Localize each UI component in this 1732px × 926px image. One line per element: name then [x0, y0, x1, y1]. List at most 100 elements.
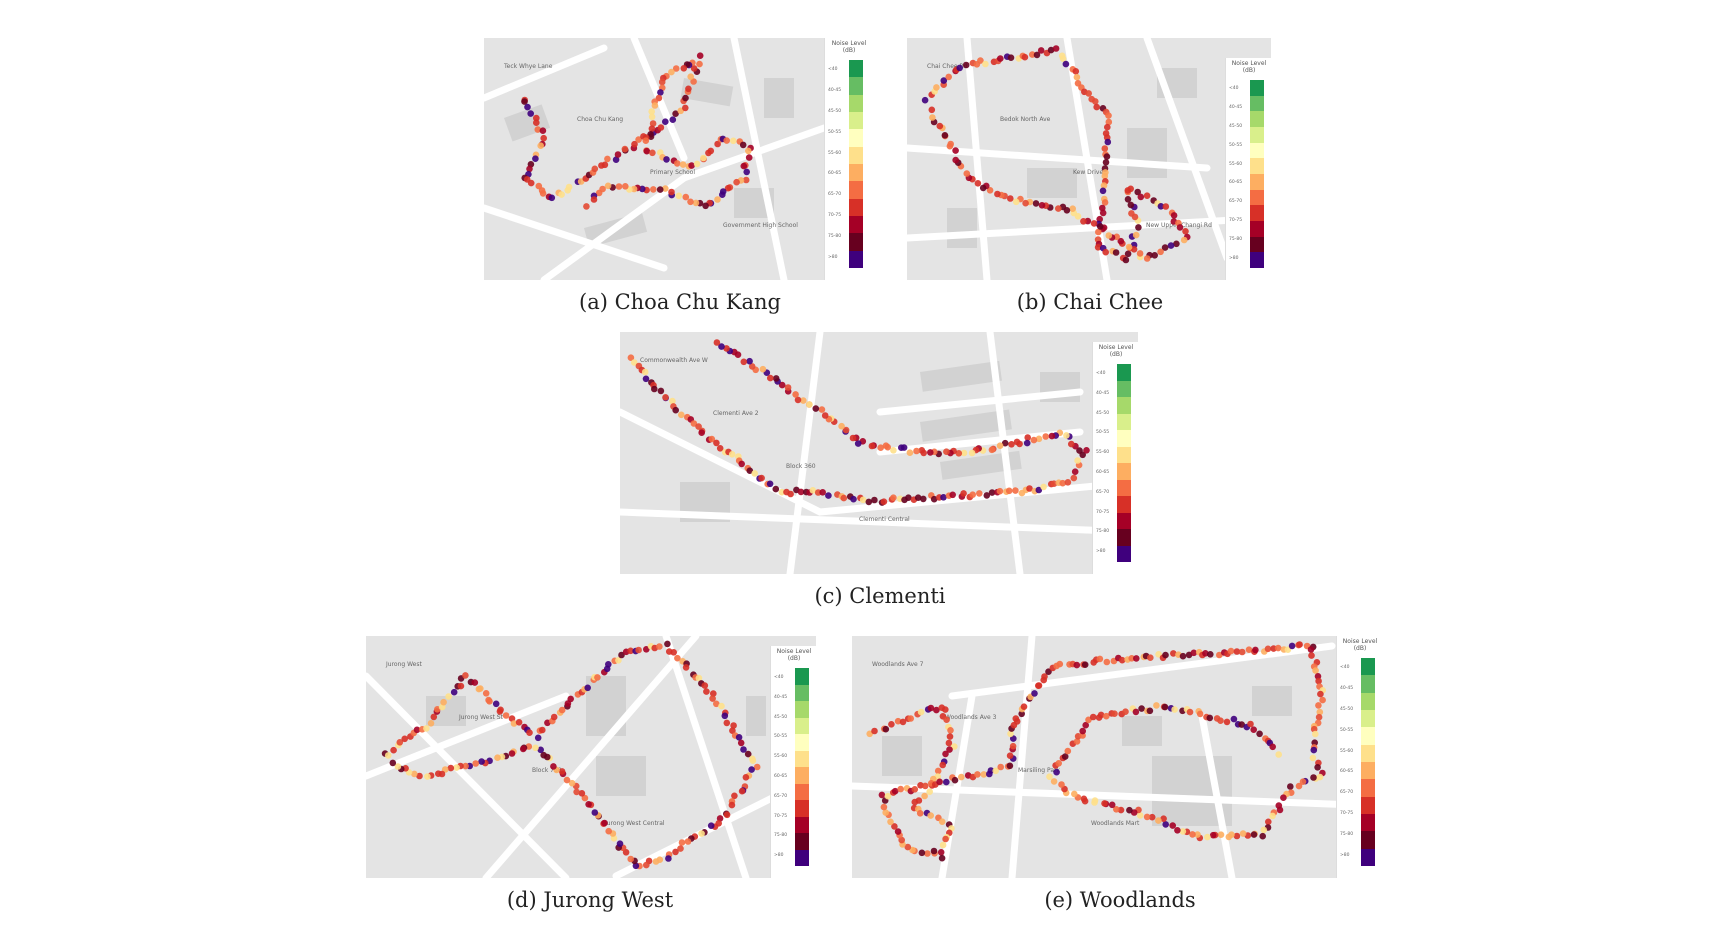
map-street-label: Kew Drive [1073, 169, 1103, 176]
noise-sample-dot [581, 794, 589, 802]
noise-sample-dot [1260, 826, 1268, 834]
noise-sample-dot [738, 460, 745, 468]
map-street-label: Commonwealth Ave W [640, 357, 708, 364]
noise-sample-dot [643, 861, 650, 869]
noise-sample-dot [1256, 730, 1263, 738]
noise-sample-dot [684, 838, 692, 845]
noise-sample-dot [698, 830, 705, 837]
noise-sample-dot [940, 77, 948, 84]
noise-sample-dot [933, 706, 940, 714]
noise-sample-dot [1090, 220, 1098, 227]
legend-swatch [795, 684, 809, 701]
map-panel-woodlands: Woodlands Ave 7 Woodlands Ave 3 Marsiling … [852, 636, 1382, 878]
noise-sample-dot [1316, 708, 1324, 716]
noise-sample-dot [1259, 832, 1266, 840]
noise-sample-dot [648, 108, 655, 115]
noise-sample-dot [1287, 783, 1294, 790]
road [482, 636, 700, 878]
noise-sample-dot [907, 715, 914, 722]
noise-sample-dot [1157, 203, 1165, 210]
noise-sample-dot [550, 763, 557, 770]
legend-tick-label: 70-75 [1229, 218, 1243, 223]
map-street-label: Clementi Ave 2 [713, 410, 759, 417]
noise-sample-dot [616, 840, 624, 847]
noise-sample-dot [983, 492, 991, 499]
map-street-label: Bedok North Ave [1000, 116, 1051, 123]
noise-sample-dot [1207, 651, 1214, 658]
legend-title: Noise Level (dB) [831, 40, 867, 54]
legend-tick-label: 70-75 [774, 813, 788, 819]
noise-sample-dot [1189, 831, 1196, 838]
road [1198, 712, 1236, 878]
noise-sample-dot [1032, 200, 1040, 207]
noise-sample-dot [945, 739, 953, 747]
noise-sample-dot [1217, 831, 1225, 838]
legend-tick-label: 55-60 [828, 150, 842, 156]
legend-tick-label: 40-45 [1340, 686, 1354, 692]
map-street-label: Jurong West St [458, 714, 504, 721]
noise-sample-dot [471, 679, 479, 686]
map-street-label: Choa Chu Kang [577, 116, 623, 123]
legend-tick-label: 60-65 [1229, 180, 1243, 186]
noise-sample-dot [821, 412, 829, 419]
legend-tick-label: 65-70 [1340, 790, 1354, 796]
noise-sample-dot [696, 60, 703, 68]
legend-swatch [795, 701, 809, 718]
noise-sample-dot [737, 739, 745, 747]
road [484, 44, 608, 102]
noise-sample-dot [1055, 760, 1062, 767]
noise-sample-dot [927, 812, 934, 819]
noise-sample-dot [740, 358, 748, 366]
noise-sample-dot [1053, 768, 1060, 776]
noise-sample-dot [792, 391, 799, 398]
legend-swatch [849, 60, 863, 78]
noise-sample-dot [951, 743, 958, 750]
noise-sample-dot [1052, 45, 1060, 52]
legend-swatch [795, 668, 809, 685]
noise-sample-dot [916, 810, 924, 817]
noise-sample-dot [731, 792, 738, 800]
noise-sample-dot [921, 96, 929, 104]
noise-sample-dot [1091, 799, 1098, 806]
legend-tick-label: 60-65 [1096, 469, 1110, 475]
noise-sample-dot [979, 184, 987, 192]
noise-sample-dot [578, 790, 586, 797]
noise-sample-dot [719, 191, 726, 198]
noise-sample-dot [669, 397, 676, 405]
noise-sample-dot [1105, 232, 1113, 239]
noise-sample-dot [928, 106, 936, 114]
noise-sample-dot [716, 445, 724, 452]
noise-sample-dot [766, 480, 774, 488]
road [852, 782, 1382, 810]
noise-sample-dot [751, 470, 758, 477]
noise-sample-dot [703, 688, 710, 695]
noise-sample-dot [1269, 812, 1276, 820]
noise-sample-dot [1064, 747, 1072, 755]
caption-c: (c) Clementi [814, 584, 946, 608]
noise-sample-dot [859, 496, 867, 504]
noise-sample-dot [1064, 479, 1072, 486]
noise-sample-dot [1227, 647, 1235, 655]
map-street-label: Marsiling Park [1018, 767, 1060, 774]
noise-sample-dot [1173, 240, 1180, 248]
noise-sample-dot [1105, 112, 1112, 119]
noise-sample-dot [976, 490, 983, 497]
noise-sample-dot [1042, 433, 1049, 440]
legend-tick-label: 75-80 [1096, 529, 1110, 535]
noise-sample-dot [539, 726, 546, 734]
legend-tick-label: 70-75 [1096, 509, 1110, 515]
legend-swatch [849, 163, 863, 182]
legend-tick-label: 55-60 [1229, 161, 1243, 167]
map-street-label: Chai Chee Rd [927, 63, 968, 70]
noise-sample-dot [778, 381, 786, 389]
noise-sample-dot [1007, 54, 1015, 61]
legend-swatch [1250, 111, 1264, 127]
noise-sample-dot [1264, 645, 1272, 653]
noise-sample-dot [992, 767, 999, 775]
noise-sample-dot [532, 744, 539, 752]
legend-swatch [1117, 479, 1131, 496]
noise-sample-dot [1104, 138, 1112, 146]
legend-swatch [849, 233, 863, 251]
noise-sample-dot [1295, 782, 1303, 790]
noise-sample-dot [1230, 715, 1238, 723]
